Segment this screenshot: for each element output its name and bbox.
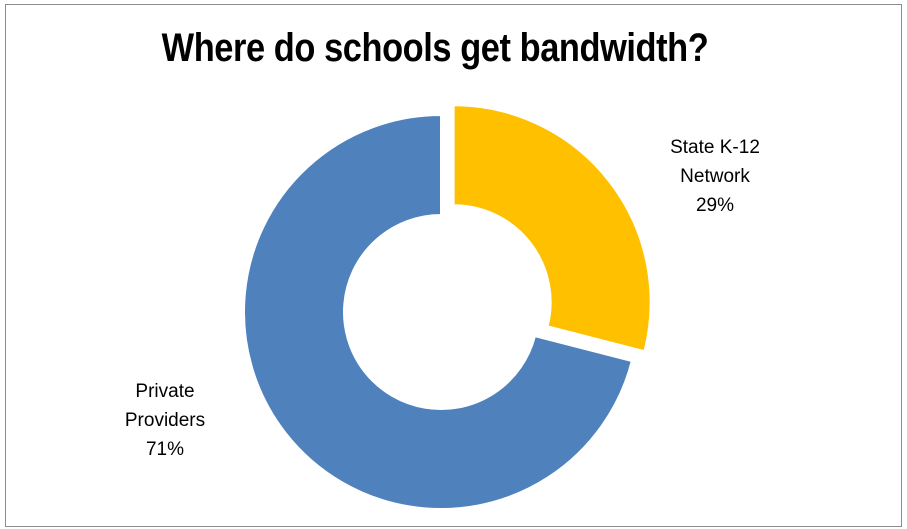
label-name-line: Network <box>680 166 750 187</box>
label-value: 71% <box>145 439 185 460</box>
slice-state-k12-network <box>452 104 652 353</box>
label-private-providers: Private Providers 71% <box>90 377 240 464</box>
label-name-line: State K-12 <box>670 137 760 158</box>
label-name-line: Private <box>135 381 195 402</box>
slice-private-providers <box>243 113 634 510</box>
chart-title: Where do schools get bandwidth? <box>161 26 709 70</box>
label-state-k12-network: State K-12 Network 29% <box>640 133 790 220</box>
label-name-line: Providers <box>124 410 206 431</box>
label-value: 29% <box>695 195 735 216</box>
